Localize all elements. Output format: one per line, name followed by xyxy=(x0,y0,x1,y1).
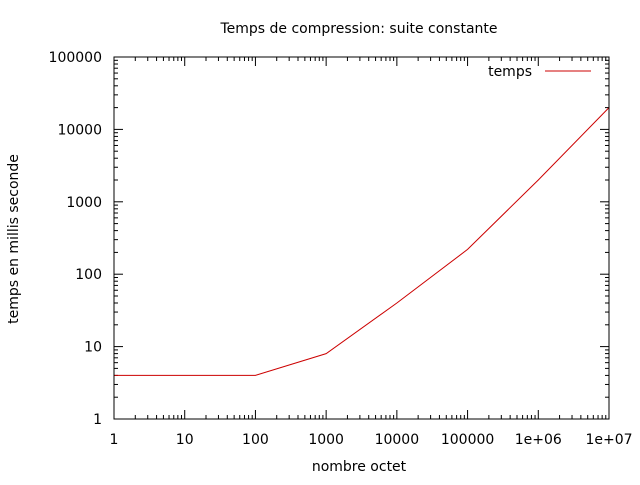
x-ticks: 1 10 100 1000 10000 100000 1e+06 1e+07 xyxy=(110,57,633,448)
y-tick-label: 100 xyxy=(75,267,102,283)
series-layer xyxy=(114,107,610,376)
x-axis-label: nombre octet xyxy=(312,459,407,475)
legend-label: temps xyxy=(488,64,532,80)
y-tick-label: 10000 xyxy=(57,122,102,138)
y-tick-label: 10 xyxy=(84,340,102,356)
legend: temps xyxy=(488,64,591,80)
plot-frame xyxy=(113,56,610,420)
y-axis-label: temps en millis seconde xyxy=(6,154,22,324)
x-tick-label: 1 xyxy=(110,432,119,448)
y-tick-label: 1 xyxy=(93,412,102,428)
x-tick-label: 1e+07 xyxy=(585,432,632,448)
x-tick-label: 10000 xyxy=(375,432,420,448)
chart-title: Temps de compression: suite constante xyxy=(219,21,497,37)
x-tick-label: 1e+06 xyxy=(515,432,562,448)
series-line-temps xyxy=(114,107,610,376)
y-ticks: 1 10 100 1000 10000 100000 xyxy=(49,50,609,428)
y-tick-label: 1000 xyxy=(66,195,102,211)
y-tick-label: 100000 xyxy=(49,50,102,66)
x-tick-label: 100000 xyxy=(441,432,494,448)
x-tick-label: 10 xyxy=(176,432,194,448)
x-tick-label: 100 xyxy=(242,432,269,448)
x-tick-label: 1000 xyxy=(308,432,344,448)
